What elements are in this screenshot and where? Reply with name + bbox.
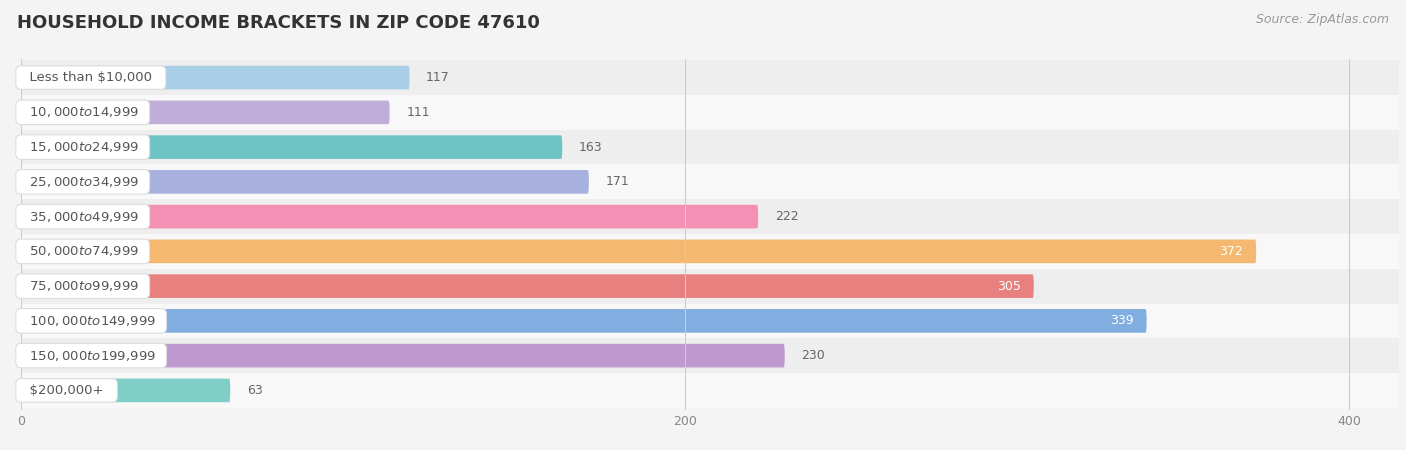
FancyBboxPatch shape: [21, 205, 758, 229]
Text: 372: 372: [1219, 245, 1243, 258]
Text: $15,000 to $24,999: $15,000 to $24,999: [21, 140, 145, 154]
FancyBboxPatch shape: [21, 60, 1399, 95]
Text: $35,000 to $49,999: $35,000 to $49,999: [21, 210, 145, 224]
Text: $150,000 to $199,999: $150,000 to $199,999: [21, 349, 162, 363]
FancyBboxPatch shape: [21, 234, 1399, 269]
Text: Source: ZipAtlas.com: Source: ZipAtlas.com: [1256, 14, 1389, 27]
FancyBboxPatch shape: [21, 100, 389, 124]
Text: 339: 339: [1109, 315, 1133, 328]
FancyBboxPatch shape: [21, 309, 1147, 333]
Text: 111: 111: [406, 106, 430, 119]
Text: $200,000+: $200,000+: [21, 384, 112, 397]
Text: $75,000 to $99,999: $75,000 to $99,999: [21, 279, 145, 293]
FancyBboxPatch shape: [21, 135, 562, 159]
FancyBboxPatch shape: [21, 165, 1399, 199]
Text: 171: 171: [606, 176, 630, 189]
Text: $25,000 to $34,999: $25,000 to $34,999: [21, 175, 145, 189]
FancyBboxPatch shape: [21, 303, 1399, 338]
Text: Less than $10,000: Less than $10,000: [21, 71, 160, 84]
FancyBboxPatch shape: [21, 344, 785, 368]
FancyBboxPatch shape: [21, 373, 1399, 408]
FancyBboxPatch shape: [21, 239, 1256, 263]
Text: 305: 305: [997, 279, 1021, 292]
FancyBboxPatch shape: [21, 130, 1399, 165]
Text: $50,000 to $74,999: $50,000 to $74,999: [21, 244, 145, 258]
FancyBboxPatch shape: [21, 274, 1033, 298]
FancyBboxPatch shape: [21, 199, 1399, 234]
Text: $10,000 to $14,999: $10,000 to $14,999: [21, 105, 145, 119]
Text: 163: 163: [579, 140, 603, 153]
Text: 63: 63: [247, 384, 263, 397]
FancyBboxPatch shape: [21, 338, 1399, 373]
FancyBboxPatch shape: [21, 66, 409, 90]
Text: 117: 117: [426, 71, 450, 84]
FancyBboxPatch shape: [21, 170, 589, 194]
Text: HOUSEHOLD INCOME BRACKETS IN ZIP CODE 47610: HOUSEHOLD INCOME BRACKETS IN ZIP CODE 47…: [17, 14, 540, 32]
Text: $100,000 to $149,999: $100,000 to $149,999: [21, 314, 162, 328]
FancyBboxPatch shape: [21, 378, 231, 402]
FancyBboxPatch shape: [21, 269, 1399, 303]
Text: 222: 222: [775, 210, 799, 223]
FancyBboxPatch shape: [21, 95, 1399, 130]
Text: 230: 230: [801, 349, 825, 362]
